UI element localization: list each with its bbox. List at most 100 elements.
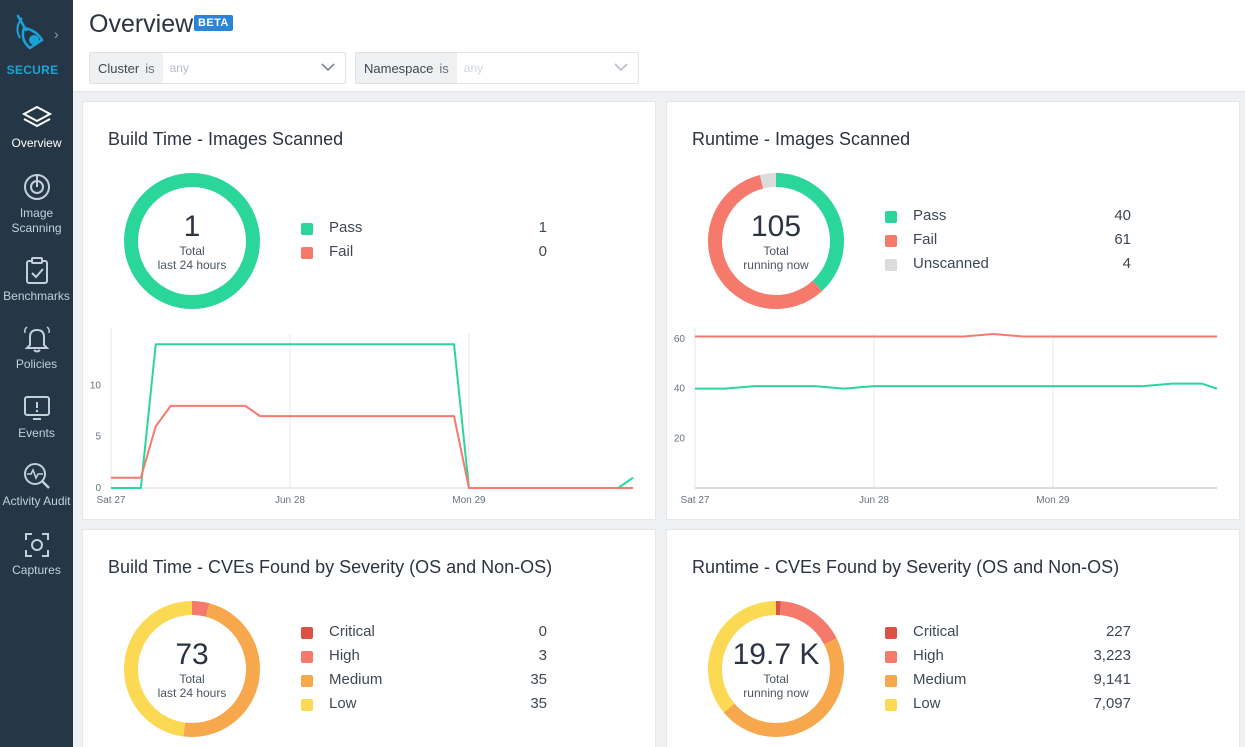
- filter-key-label: Cluster: [98, 60, 140, 76]
- y-tick-label: 60: [674, 334, 686, 345]
- legend-item-medium: Medium 35: [301, 670, 547, 694]
- legend-label: Pass: [913, 207, 947, 224]
- donut-total: 1: [183, 210, 201, 243]
- runtime-cves-card: Runtime - CVEs Found by Severity (OS and…: [666, 529, 1240, 747]
- legend-label: Medium: [913, 671, 967, 688]
- donut-slice-fail: [708, 174, 823, 309]
- legend-item-low: Low 35: [301, 694, 547, 718]
- brand[interactable]: › SECURE: [0, 0, 73, 90]
- sidebar: › SECURE Overview Image Scanning Benchma…: [0, 0, 73, 747]
- x-tick-label: Mon 29: [452, 495, 486, 506]
- beta-badge: BETA: [194, 15, 233, 31]
- series-line-fail: [111, 404, 633, 489]
- filter-value: any: [169, 61, 189, 75]
- swatch: [301, 651, 313, 663]
- filter-key-label: Namespace: [364, 60, 434, 76]
- swatch: [885, 259, 897, 271]
- chevron-down-icon: [321, 63, 335, 72]
- card-title: Build Time - Images Scanned: [108, 129, 344, 149]
- legend-value: 1: [538, 219, 547, 236]
- build-cves-card: Build Time - CVEs Found by Severity (OS …: [82, 529, 656, 747]
- legend-label: Unscanned: [913, 255, 989, 272]
- donut-period: last 24 hours: [157, 686, 227, 700]
- scan-icon: [23, 174, 50, 200]
- page-title: Overview: [89, 10, 194, 38]
- y-tick-label: 5: [95, 432, 101, 443]
- sidebar-item-benchmarks[interactable]: Benchmarks: [0, 257, 73, 304]
- legend-item-pass: Pass 1: [301, 218, 547, 242]
- donut-slice-unscanned: [759, 173, 777, 189]
- clipboard-check-icon: [25, 257, 48, 284]
- legend-item-fail: Fail 0: [301, 242, 547, 266]
- sidebar-item-events[interactable]: Events: [0, 394, 73, 441]
- legend-value: 7,097: [1093, 695, 1131, 712]
- legend-item-critical: Critical 0: [301, 622, 547, 646]
- swatch: [301, 223, 313, 235]
- cluster-filter[interactable]: Cluster is any: [89, 52, 346, 84]
- legend-value: 0: [538, 243, 547, 260]
- donut-slice-medium: [183, 603, 260, 737]
- y-tick-label: 40: [674, 384, 686, 395]
- y-tick-label: 0: [95, 483, 101, 494]
- x-tick-label: Mon 29: [1036, 495, 1070, 506]
- legend-item-high: High 3,223: [885, 646, 1131, 670]
- swatch: [885, 651, 897, 663]
- alert-screen-icon: [23, 396, 50, 420]
- y-tick-label: 20: [674, 433, 686, 444]
- sidebar-item-label: Image Scanning: [11, 206, 62, 235]
- legend-value: 0: [538, 623, 547, 640]
- capture-icon: [24, 533, 49, 557]
- donut-slice-low: [124, 601, 193, 737]
- sidebar-item-overview[interactable]: Overview: [0, 96, 73, 162]
- sidebar-item-label: Activity Audit: [2, 494, 71, 508]
- donut-period: running now: [743, 258, 809, 272]
- legend-item-medium: Medium 9,141: [885, 670, 1131, 694]
- swatch: [885, 627, 897, 639]
- donut-slice-pass: [124, 173, 260, 309]
- build-cves-donut: [124, 601, 260, 737]
- filter-operator: is: [439, 60, 449, 76]
- legend: Critical 227 High 3,223 Medium 9,141 Low…: [885, 622, 1131, 718]
- legend-value: 40: [1114, 207, 1131, 224]
- x-tick-label: Jun 28: [275, 495, 305, 506]
- page-header: Overview BETA Cluster is any Namespace i…: [73, 0, 1245, 92]
- series-line-pass: [695, 382, 1218, 390]
- legend-label: Low: [913, 695, 941, 712]
- shovel-logo-icon: [16, 14, 44, 50]
- sidebar-item-captures[interactable]: Captures: [0, 531, 73, 578]
- legend: Pass 1 Fail 0: [301, 218, 547, 266]
- legend-value: 61: [1114, 231, 1131, 248]
- legend-value: 227: [1105, 623, 1131, 640]
- legend-item-unscanned: Unscanned 4: [885, 254, 1131, 278]
- legend-value: 35: [530, 671, 547, 688]
- series-line-fail: [695, 333, 1217, 338]
- legend-label: Low: [329, 695, 357, 712]
- build-images-donut: [124, 173, 260, 309]
- swatch: [301, 627, 313, 639]
- expand-chevron-icon[interactable]: ›: [54, 26, 59, 42]
- legend-value: 3: [538, 647, 547, 664]
- legend-label: Critical: [329, 623, 375, 640]
- legend-item-low: Low 7,097: [885, 694, 1131, 718]
- namespace-select[interactable]: any: [457, 53, 638, 83]
- donut-slice-medium: [723, 638, 844, 737]
- legend-value: 35: [530, 695, 547, 712]
- donut-total: 105: [750, 210, 802, 243]
- legend-item-critical: Critical 227: [885, 622, 1131, 646]
- donut-total: 19.7 K: [732, 638, 820, 671]
- donut-slice-high: [191, 601, 210, 617]
- legend-label: Medium: [329, 671, 383, 688]
- sidebar-item-label: Captures: [12, 563, 61, 577]
- sidebar-item-image-scanning[interactable]: Image Scanning: [0, 172, 73, 236]
- donut-slice-pass: [775, 173, 844, 291]
- filter-key: Cluster is: [90, 53, 163, 83]
- legend-item-pass: Pass 40: [885, 206, 1131, 230]
- legend-label: Pass: [329, 219, 363, 236]
- namespace-filter[interactable]: Namespace is any: [355, 52, 639, 84]
- sidebar-item-policies[interactable]: Policies: [0, 325, 73, 372]
- sidebar-item-activity-audit[interactable]: Activity Audit: [0, 462, 73, 509]
- cluster-select[interactable]: any: [163, 53, 345, 83]
- donut-center: 73 Total last 24 hours: [122, 638, 262, 700]
- chevron-down-icon: [614, 63, 628, 72]
- donut-slice-low: [708, 601, 777, 713]
